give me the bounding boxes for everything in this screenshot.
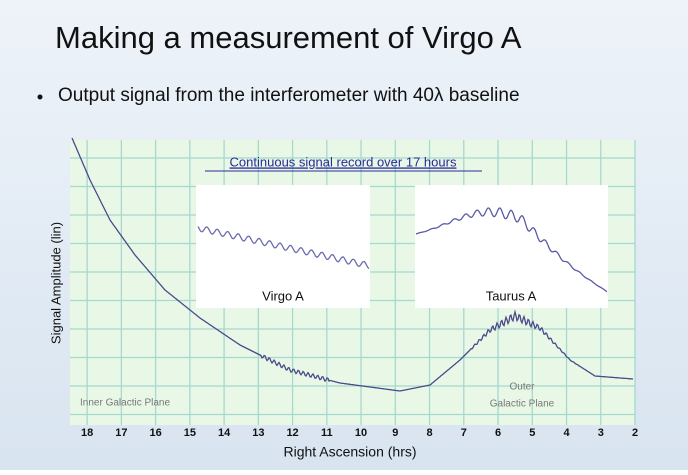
- x-tick-label: 5: [529, 427, 535, 439]
- x-axis-label: Right Ascension (hrs): [283, 444, 416, 460]
- x-tick-label: 10: [355, 427, 367, 439]
- signal-curve: [71, 137, 634, 392]
- x-tick-label: 3: [598, 427, 604, 439]
- x-tick-label: 18: [81, 427, 93, 439]
- x-tick-label: 17: [115, 427, 127, 439]
- y-axis-label: Signal Amplitude (lin): [48, 222, 63, 344]
- x-tick-label: 9: [392, 427, 398, 439]
- annotation: Outer: [509, 382, 535, 393]
- x-tick-label: 12: [286, 427, 298, 439]
- slide-title: Making a measurement of Virgo A: [55, 20, 522, 55]
- x-tick-label: 4: [563, 427, 570, 439]
- inset-title: Continuous signal record over 17 hours: [230, 154, 457, 169]
- virgo-trace: [197, 226, 370, 270]
- x-tick-label: 14: [218, 427, 231, 439]
- x-tick-label: 6: [495, 427, 501, 439]
- x-tick-label: 8: [426, 427, 432, 439]
- bullet-dot: [37, 94, 43, 100]
- x-tick-label: 13: [252, 427, 264, 439]
- annotation: Galactic Plane: [490, 399, 555, 410]
- x-tick-label: 11: [321, 427, 333, 439]
- x-tick-label: 7: [461, 427, 467, 439]
- inset-label: Virgo A: [262, 288, 304, 303]
- inset-label: Taurus A: [486, 288, 537, 303]
- bullet-text: Output signal from the interferometer wi…: [58, 85, 520, 106]
- x-tick-label: 15: [184, 427, 196, 439]
- x-tick-label: 2: [632, 427, 638, 439]
- taurus-trace: [415, 207, 608, 293]
- x-tick-label: 16: [149, 427, 161, 439]
- annotation: Inner Galactic Plane: [80, 398, 170, 409]
- inset-taurus: [415, 185, 608, 308]
